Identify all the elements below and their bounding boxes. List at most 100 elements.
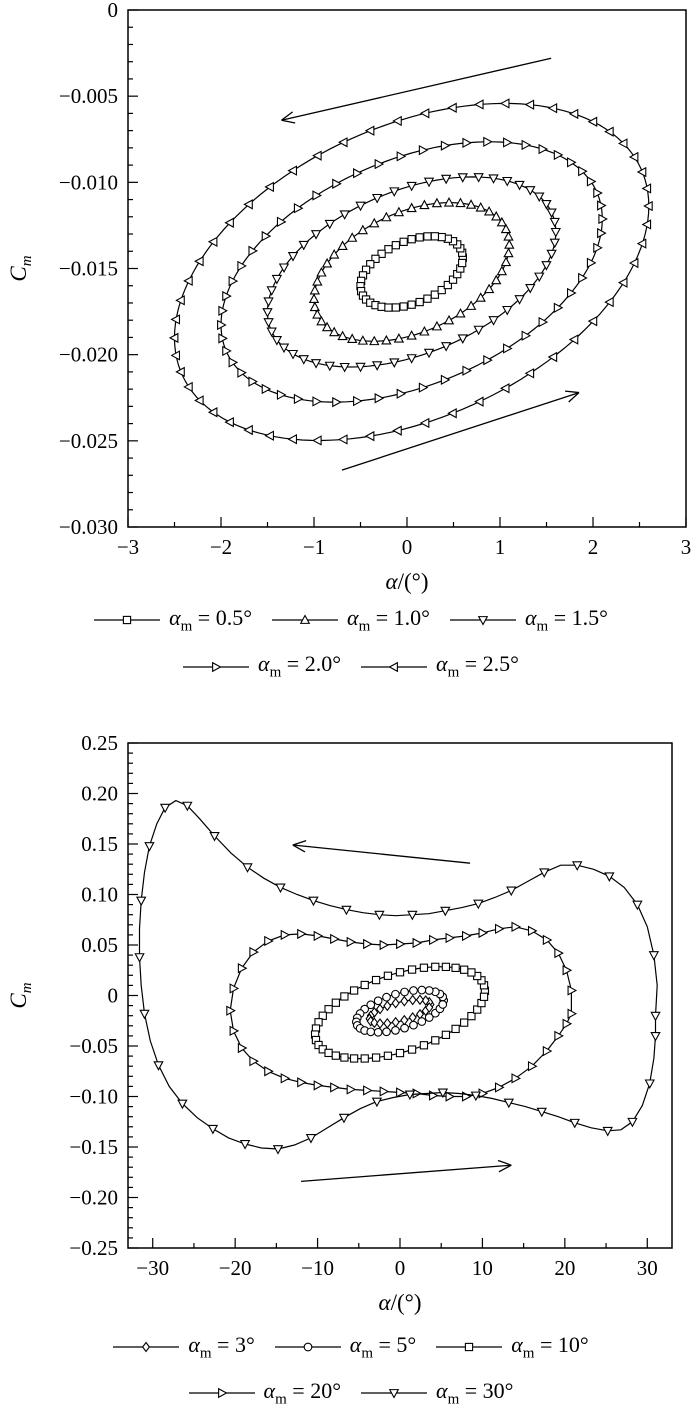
square-marker — [419, 963, 429, 972]
tri-right-marker — [228, 275, 239, 287]
circle-marker — [409, 1020, 418, 1030]
tri-down-marker — [287, 252, 299, 262]
x-axis-label: α/(°) — [386, 569, 429, 594]
tri-down-marker — [549, 238, 560, 249]
square-marker — [441, 962, 451, 971]
y-tick-label: 0.10 — [81, 882, 118, 906]
tri-up-marker — [312, 276, 323, 286]
tri-down-marker — [266, 286, 277, 296]
tri-down-marker — [153, 1061, 164, 1071]
tri-right-marker — [396, 938, 406, 949]
tri-up-marker — [393, 333, 405, 343]
tri-up-marker — [321, 321, 333, 332]
square-marker — [415, 233, 424, 242]
x-tick-label: −10 — [301, 1256, 334, 1280]
tri-right-marker — [538, 143, 549, 155]
y-tick-label: 0 — [108, 0, 119, 22]
legend-row: αm = 0.5° αm = 1.0° αm = 1.5° — [83, 605, 617, 635]
tri-left-marker — [628, 257, 639, 269]
tri-down-marker — [503, 1098, 514, 1108]
tri-up-marker — [431, 320, 443, 331]
tri-left-marker — [224, 416, 234, 428]
tri-right-marker — [586, 176, 597, 187]
y-tick-label: −0.010 — [59, 170, 118, 194]
tri-left-marker — [337, 434, 348, 445]
tri-right-marker — [228, 357, 239, 368]
tri-up-marker — [357, 335, 369, 345]
tri-down-marker — [473, 173, 484, 183]
square-marker — [467, 968, 476, 977]
tri-up-marker — [406, 202, 417, 213]
tri-down-marker — [406, 181, 417, 192]
square-marker — [460, 1018, 469, 1027]
circle-marker — [303, 1342, 313, 1352]
square-marker — [383, 971, 393, 980]
tri-right-marker — [503, 137, 513, 148]
tri-right-marker — [280, 1072, 291, 1084]
tri-up-marker — [483, 205, 495, 216]
tri-right-marker — [346, 1084, 357, 1095]
tri-down-marker — [470, 1091, 482, 1101]
tri-right-marker — [418, 382, 429, 393]
x-tick-label: 3 — [681, 535, 692, 559]
tri-right-marker — [440, 374, 451, 386]
tri-right-marker — [440, 140, 451, 151]
tri-down-marker — [650, 1011, 661, 1022]
circle-marker — [424, 1012, 434, 1022]
tri-right-marker — [478, 927, 489, 938]
tri-down-marker — [298, 240, 309, 251]
tri-up-marker — [500, 256, 512, 267]
circle-marker — [366, 1027, 376, 1036]
x-tick-label: −2 — [210, 535, 232, 559]
tri-right-marker — [542, 1045, 553, 1057]
square-marker — [441, 1030, 451, 1039]
arrow-head — [565, 390, 580, 394]
square-marker — [407, 300, 416, 309]
tri-down-marker — [569, 1118, 580, 1129]
square-marker — [391, 241, 400, 250]
tri-down-marker — [324, 361, 335, 372]
tri-left-marker — [547, 102, 558, 114]
legend-label: αm = 20° — [263, 1378, 341, 1408]
tri-right-marker — [229, 1025, 240, 1036]
tri-right-marker — [445, 932, 456, 943]
tri-up-marker — [504, 239, 515, 249]
tri-down-marker — [272, 1144, 284, 1155]
square-legend-symbol — [436, 1342, 503, 1352]
tri-down-marker — [632, 900, 643, 911]
tri-left-marker — [170, 314, 181, 325]
tri-up-marker — [419, 325, 430, 336]
tri-down-marker — [388, 1389, 400, 1400]
tri-up-marker — [369, 217, 380, 228]
tri-right-marker — [396, 388, 407, 399]
diamond-marker — [375, 1003, 385, 1015]
tri-right-marker — [212, 661, 222, 672]
y-axis-label: Cm — [6, 982, 35, 1008]
circle-marker — [400, 1023, 409, 1033]
square-marker — [423, 232, 432, 241]
tri-up-marker — [309, 284, 321, 295]
tri-down-marker — [135, 896, 147, 906]
tri-down-marker — [389, 187, 400, 197]
tri-up-marker — [337, 330, 348, 341]
tri-right-marker — [396, 151, 407, 162]
square-marker — [349, 1054, 359, 1063]
tri-right-marker — [249, 946, 259, 958]
tri-right-marker — [218, 305, 228, 316]
tri-left-marker — [617, 277, 628, 288]
tri-right-marker — [527, 925, 538, 936]
legend-label: αm = 2.0° — [258, 651, 341, 681]
direction-arrow — [292, 844, 471, 864]
tri-right-marker — [353, 168, 363, 179]
series-line-1 — [313, 202, 510, 342]
tri-left-marker — [194, 395, 204, 406]
square-marker — [407, 235, 416, 244]
tri-right-marker — [293, 203, 304, 214]
tri-left-marker — [499, 98, 510, 109]
circle-marker — [373, 1027, 383, 1037]
tri-right-marker — [379, 939, 390, 950]
square-marker — [395, 1048, 405, 1058]
square-legend-symbol — [94, 616, 161, 625]
circle-marker — [417, 1016, 427, 1026]
tri-left-marker — [641, 183, 652, 194]
